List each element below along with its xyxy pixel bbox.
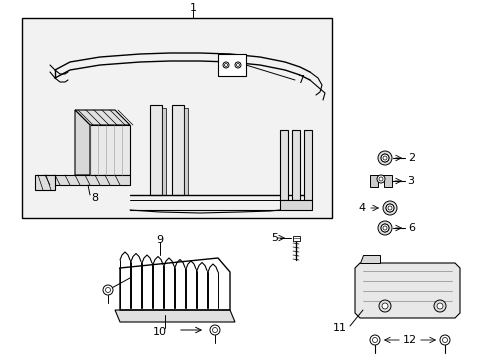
Text: 12: 12 [402,335,416,345]
Circle shape [385,204,393,212]
Circle shape [223,62,228,68]
Circle shape [372,338,377,342]
Circle shape [387,206,391,210]
Bar [183,108,187,195]
Polygon shape [35,175,55,190]
Text: 10: 10 [153,327,167,337]
Circle shape [381,303,387,309]
Circle shape [382,156,386,160]
Circle shape [439,335,449,345]
Circle shape [209,325,220,335]
Text: 5: 5 [270,233,278,243]
Text: 8: 8 [91,193,98,203]
Polygon shape [354,263,459,318]
Circle shape [212,328,217,333]
Text: 6: 6 [407,223,414,233]
Polygon shape [115,310,235,322]
Bar [150,105,162,195]
Circle shape [236,63,239,67]
Circle shape [377,221,391,235]
Polygon shape [90,125,130,175]
Polygon shape [291,130,299,200]
Polygon shape [75,110,130,125]
Text: 1: 1 [189,3,196,13]
Circle shape [436,303,442,309]
Polygon shape [75,110,90,175]
Text: 11: 11 [332,323,346,333]
Polygon shape [369,175,391,187]
Bar [22,18,331,218]
Circle shape [105,288,110,292]
Circle shape [378,300,390,312]
Circle shape [380,154,388,162]
Circle shape [376,175,384,183]
Circle shape [103,285,113,295]
Circle shape [224,63,227,67]
Polygon shape [304,130,311,200]
Polygon shape [280,130,287,200]
Circle shape [377,151,391,165]
Circle shape [380,224,388,232]
Circle shape [235,62,241,68]
Circle shape [385,204,393,212]
Circle shape [380,224,388,232]
Circle shape [382,226,386,230]
Circle shape [380,154,388,162]
Polygon shape [280,200,311,210]
Circle shape [433,300,445,312]
Circle shape [378,177,382,181]
Bar [218,54,245,76]
Bar [172,105,183,195]
Circle shape [442,338,447,342]
Bar [162,108,165,195]
Bar [292,235,299,240]
Text: 9: 9 [156,235,163,245]
Polygon shape [359,255,379,263]
Text: 2: 2 [407,153,414,163]
Polygon shape [40,175,130,185]
Text: 7: 7 [296,75,304,85]
Text: 3: 3 [406,176,413,186]
Circle shape [382,201,396,215]
Text: 4: 4 [358,203,365,213]
Circle shape [369,335,379,345]
